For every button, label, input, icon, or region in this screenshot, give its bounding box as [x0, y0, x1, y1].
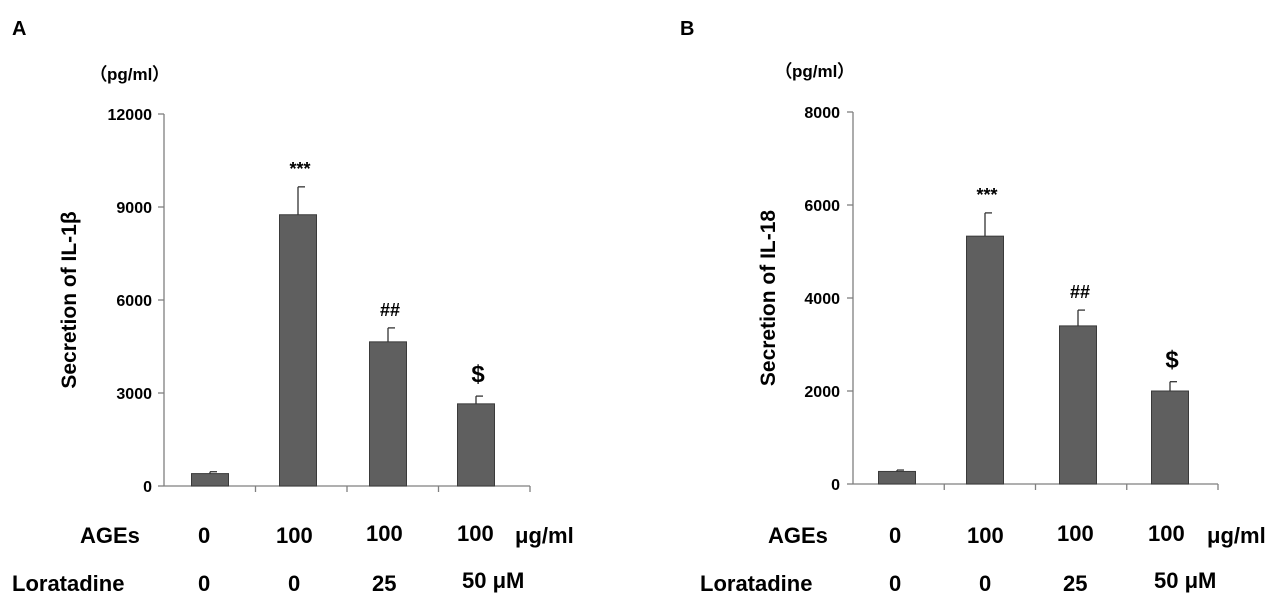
bar-b-1 [878, 470, 916, 485]
ages-unit-a: μg/ml [515, 523, 574, 548]
y-tick-label-a-3: 9000 [116, 200, 152, 217]
loratadine-value-a-3: 25 [372, 571, 397, 596]
y-tick-label-a-1: 3000 [116, 386, 152, 403]
loratadine-value-b-4: 50 μM [1154, 568, 1217, 593]
ages-unit-b: μg/ml [1207, 523, 1266, 548]
panel-letter-b: B [680, 18, 695, 40]
y-tick-label-a-0: 0 [143, 479, 152, 496]
loratadine-value-b-1: 0 [889, 571, 902, 596]
significance-mark-a-2: *** [289, 159, 310, 179]
ages-value-a-2: 100 [276, 523, 313, 548]
ages-value-b-2: 100 [967, 523, 1004, 548]
y-tick-label-a-2: 6000 [116, 293, 152, 310]
ages-value-b-1: 0 [889, 523, 902, 548]
y-tick-label-b-3: 6000 [804, 198, 840, 215]
loratadine-value-a-4: 50 μM [462, 568, 525, 593]
bar-b-2 [966, 235, 1004, 485]
ages-value-b-4: 100 [1148, 521, 1185, 546]
unit-label-b: （pg/ml） [775, 62, 855, 81]
bar-a-4 [457, 403, 495, 487]
significance-mark-b-2: *** [976, 185, 997, 205]
y-axis-label-a: Secretion of IL-1β [58, 211, 81, 389]
y-tick-label-b-1: 2000 [804, 384, 840, 401]
y-tick-label-b-4: 8000 [804, 105, 840, 122]
bar-a-3 [369, 341, 407, 487]
y-tick-label-b-2: 4000 [804, 291, 840, 308]
loratadine-row-label-a: Loratadine [12, 571, 125, 596]
ages-row-label-a: AGEs [80, 523, 140, 548]
ages-value-a-4: 100 [457, 521, 494, 546]
bar-a-2 [279, 214, 317, 487]
ages-value-b-3: 100 [1057, 521, 1094, 546]
ages-value-a-1: 0 [198, 523, 211, 548]
loratadine-value-b-3: 25 [1063, 571, 1088, 596]
y-tick-label-b-0: 0 [831, 477, 840, 494]
loratadine-row-label-b: Loratadine [700, 571, 813, 596]
y-tick-label-a-4: 12000 [108, 107, 153, 124]
significance-mark-b-3: ## [1070, 282, 1090, 302]
panel-letter-a: A [12, 18, 27, 40]
significance-mark-b-4: $ [1165, 347, 1179, 374]
bar-b-4 [1151, 390, 1189, 485]
bar-a-1 [191, 473, 229, 487]
ages-row-label-b: AGEs [768, 523, 828, 548]
loratadine-value-b-2: 0 [979, 571, 992, 596]
loratadine-value-a-2: 0 [288, 571, 301, 596]
loratadine-value-a-1: 0 [198, 571, 211, 596]
significance-mark-a-4: $ [471, 361, 485, 388]
unit-label-a: （pg/ml） [90, 65, 170, 84]
ages-value-a-3: 100 [366, 521, 403, 546]
y-axis-label-b: Secretion of IL-18 [757, 210, 780, 387]
significance-mark-a-3: ## [380, 300, 400, 320]
bar-b-3 [1059, 325, 1097, 485]
